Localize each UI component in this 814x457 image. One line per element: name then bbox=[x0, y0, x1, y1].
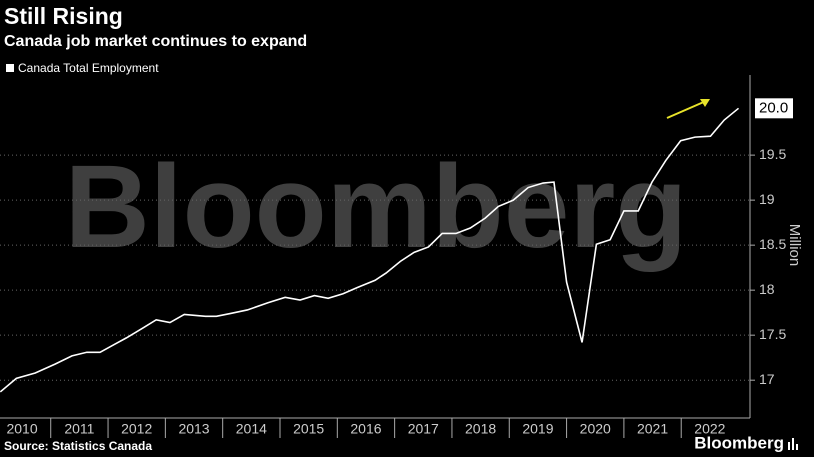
y-tick-label: 19.5 bbox=[759, 146, 786, 162]
y-tick-label: 18 bbox=[759, 281, 775, 297]
x-tick-label: 2022 bbox=[694, 421, 725, 437]
y-tick-label: 19 bbox=[759, 191, 775, 207]
chart-title: Still Rising bbox=[4, 3, 123, 29]
x-tick-label: 2019 bbox=[522, 421, 553, 437]
x-tick-label: 2012 bbox=[121, 421, 152, 437]
legend-label: Canada Total Employment bbox=[18, 61, 159, 75]
legend-swatch bbox=[6, 64, 14, 72]
x-tick-label: 2016 bbox=[350, 421, 381, 437]
logo-icon bbox=[788, 438, 798, 450]
x-tick-label: 2013 bbox=[178, 421, 209, 437]
y-tick-label: 17.5 bbox=[759, 326, 786, 342]
x-tick-label: 2011 bbox=[64, 421, 94, 437]
x-tick-label: 2010 bbox=[6, 421, 37, 437]
value-label: 20.0 bbox=[759, 99, 788, 116]
source: Source: Statistics Canada bbox=[4, 439, 152, 453]
watermark: Bloomberg bbox=[65, 141, 688, 273]
y-tick-label: 18.5 bbox=[759, 236, 786, 252]
x-tick-label: 2017 bbox=[408, 421, 439, 437]
x-tick-label: 2021 bbox=[637, 421, 668, 437]
x-tick-label: 2020 bbox=[580, 421, 611, 437]
x-tick-label: 2014 bbox=[236, 421, 267, 437]
line bbox=[0, 107, 740, 393]
y-tick-label: 17 bbox=[759, 371, 775, 387]
x-tick-label: 2015 bbox=[293, 421, 324, 437]
arrow bbox=[666, 100, 707, 119]
chart-subtitle: Canada job market continues to expand bbox=[4, 33, 307, 50]
arrow-head bbox=[700, 99, 710, 107]
y-axis-label: Million bbox=[786, 224, 803, 267]
x-tick-label: 2018 bbox=[465, 421, 496, 437]
value-label-box bbox=[755, 98, 793, 119]
logo: Bloomberg bbox=[694, 433, 784, 452]
